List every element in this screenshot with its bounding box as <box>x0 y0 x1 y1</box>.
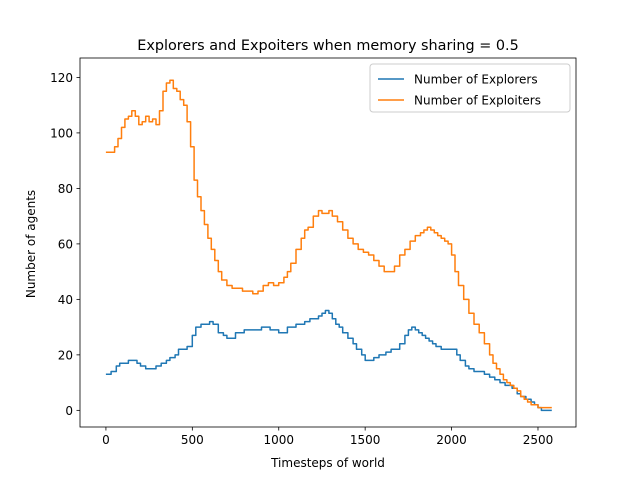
y-tick-label: 120 <box>50 71 73 85</box>
x-tick-label: 1000 <box>263 433 294 447</box>
chart-title: Explorers and Expoiters when memory shar… <box>137 38 519 54</box>
y-tick-label: 100 <box>50 126 73 140</box>
plot-lines <box>105 79 552 412</box>
legend-label-0: Number of Explorers <box>414 73 538 87</box>
legend: Number of Explorers Number of Exploiters <box>369 63 571 113</box>
y-tick-label: 60 <box>58 237 73 251</box>
x-tick-label: 2000 <box>436 433 467 447</box>
x-tick-label: 2500 <box>523 433 554 447</box>
y-axis-label: Number of agents <box>24 190 38 298</box>
axes: 0 500 1000 1500 2000 2500 0 20 40 60 80 100 120 <box>50 57 577 447</box>
y-tick-label: 0 <box>65 404 73 418</box>
x-tick-label: 0 <box>102 433 110 447</box>
axes-frame <box>79 57 577 428</box>
y-tick-label: 20 <box>58 348 73 362</box>
x-tick-label: 500 <box>181 433 204 447</box>
legend-box <box>369 63 571 113</box>
y-tick-label: 40 <box>58 293 73 307</box>
legend-label-1: Number of Exploiters <box>414 94 541 108</box>
series-line-1 <box>105 79 552 409</box>
series-line-0 <box>105 309 552 412</box>
x-tick-label: 1500 <box>350 433 381 447</box>
x-axis-label: Timesteps of world <box>270 456 385 470</box>
y-tick-label: 80 <box>58 182 73 196</box>
